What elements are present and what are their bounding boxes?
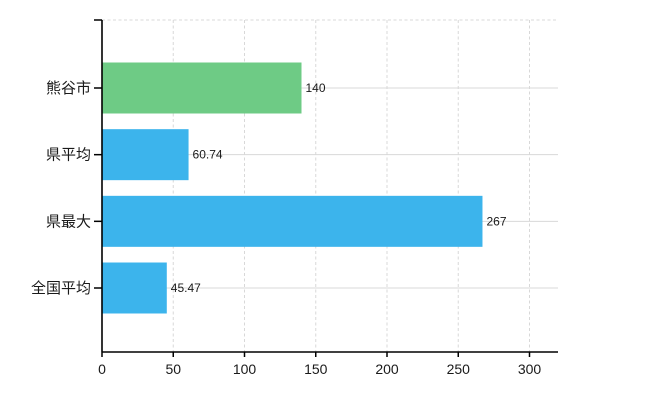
x-tick-label: 250 (447, 361, 471, 377)
category-label: 県平均 (46, 147, 91, 164)
x-tick-label: 200 (375, 361, 399, 377)
x-tick-label: 50 (165, 361, 181, 377)
category-label: 熊谷市 (46, 80, 91, 97)
bar (102, 195, 483, 247)
x-tick-label: 0 (98, 361, 106, 377)
bar-value-label: 140 (306, 81, 326, 95)
bar-value-label: 45.47 (171, 281, 201, 295)
bar (102, 62, 302, 114)
x-tick-label: 100 (233, 361, 257, 377)
category-label: 県最大 (46, 213, 91, 230)
bar (102, 262, 167, 314)
bar (102, 129, 189, 181)
x-tick-label: 150 (304, 361, 328, 377)
x-tick-label: 300 (518, 361, 542, 377)
bar-value-label: 267 (486, 214, 506, 228)
category-label: 全国平均 (31, 279, 91, 297)
bar-value-label: 60.74 (193, 148, 223, 162)
